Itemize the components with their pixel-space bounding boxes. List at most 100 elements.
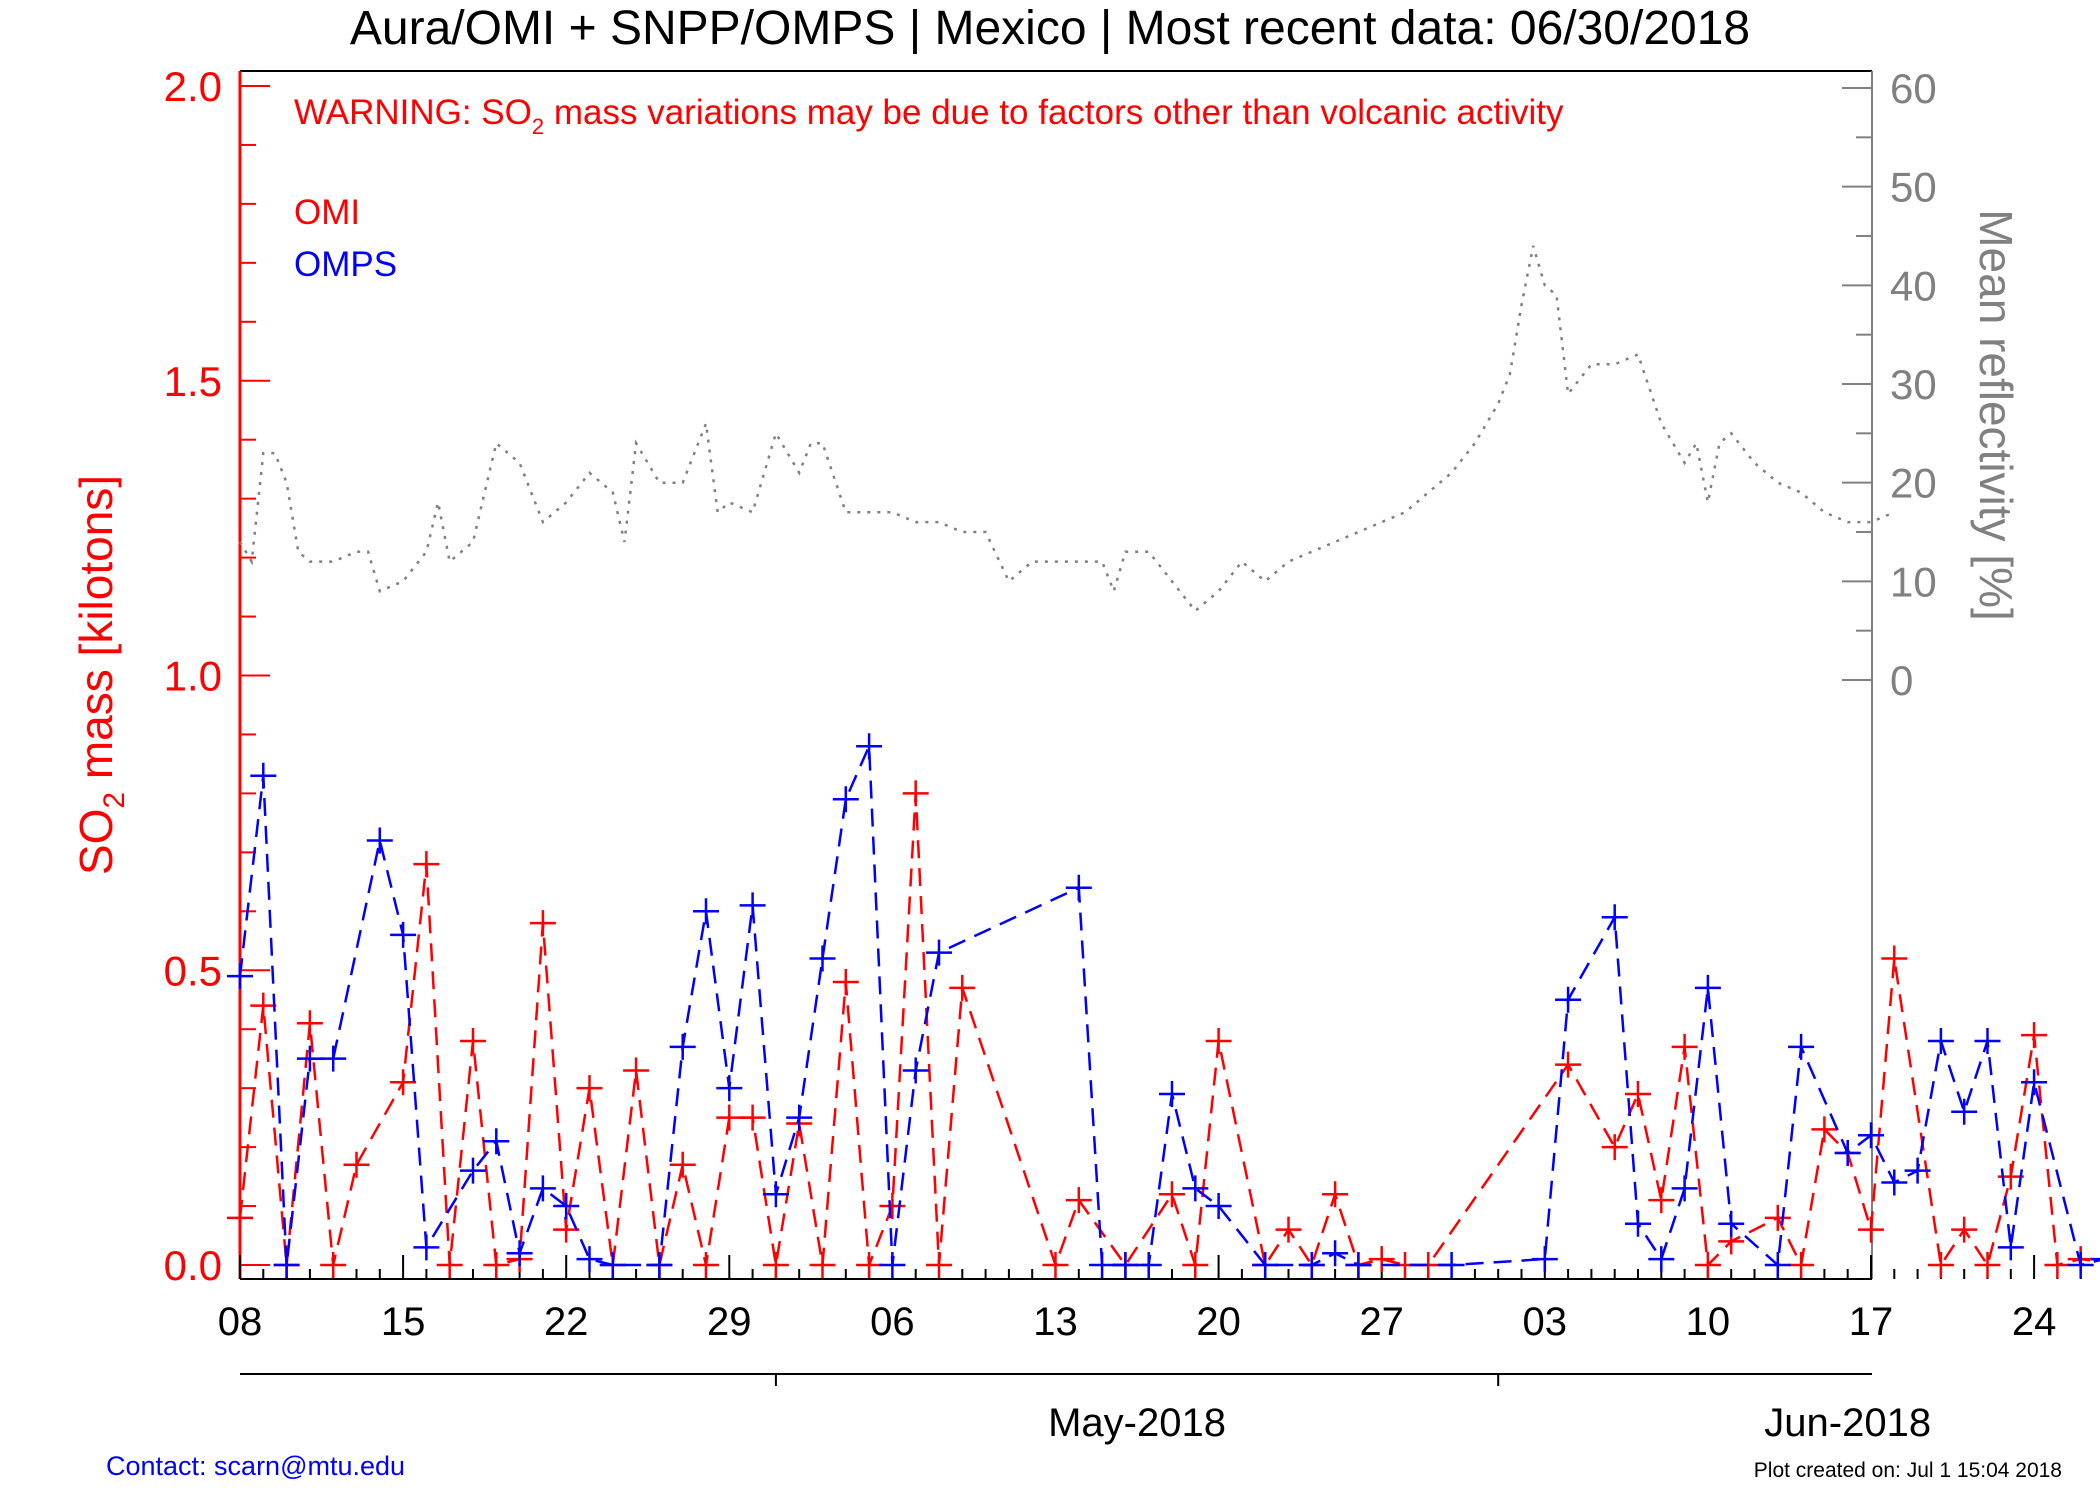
omps-point [1997, 1234, 2024, 1261]
omi-point [1648, 1187, 1675, 1214]
omi-point [949, 974, 976, 1001]
omps-point [716, 1075, 743, 1102]
right-tick-label: 30 [1890, 361, 1937, 408]
omps-point [1159, 1081, 1185, 1108]
omi-point [832, 969, 859, 996]
omi-point [926, 1252, 952, 1278]
omi-point [436, 1252, 463, 1278]
omps-point [1834, 1139, 1861, 1166]
omps-point [1555, 986, 1582, 1013]
omi-point [879, 1193, 906, 1220]
omps-point [1764, 1252, 1791, 1278]
x-tick-label: 17 [1849, 1300, 1894, 1344]
omps-point [273, 1252, 300, 1278]
omps-point [1671, 1175, 1698, 1202]
month-label: Jun-2018 [1764, 1401, 1931, 1445]
reflectivity-line [238, 245, 1895, 613]
omi-point [1625, 1081, 1651, 1108]
left-tick-label: 0.0 [164, 1242, 222, 1289]
omps-point [296, 1045, 323, 1072]
omps-point [1252, 1252, 1279, 1278]
left-tick-label: 2.0 [164, 63, 222, 110]
omi-point [669, 1151, 696, 1178]
omps-point [1718, 1210, 1745, 1237]
left-axis-label: SO2 mass [kilotons] [70, 475, 131, 875]
omps-point [1951, 1098, 1978, 1125]
right-axis: 0 10 20 30 40 50 60 [1842, 65, 1937, 704]
omps-point [576, 1246, 603, 1273]
x-tick-label: 27 [1359, 1300, 1404, 1344]
omps-point [902, 1057, 929, 1084]
omps-point [809, 945, 836, 972]
omps-point [1205, 1193, 1232, 1220]
omps-point [1298, 1252, 1325, 1278]
omps-point [2091, 1257, 2100, 1261]
omps-point [1788, 1033, 1815, 1060]
omi-point [227, 1204, 253, 1231]
omps-point [529, 1175, 556, 1202]
omps-point [926, 939, 952, 966]
x-tick-label: 08 [218, 1300, 263, 1344]
omi-point [529, 910, 556, 937]
omps-point [1065, 874, 1092, 901]
omi-point [1788, 1252, 1815, 1278]
x-tick-label: 06 [870, 1300, 915, 1344]
omps-point [739, 892, 766, 919]
left-axis: 0.0 0.5 1.0 1.5 2.0 [164, 63, 270, 1289]
legend-omps: OMPS [294, 245, 397, 284]
omps-point [1438, 1252, 1465, 1278]
omi-point [390, 1069, 417, 1096]
right-tick-label: 10 [1890, 558, 1937, 605]
right-axis-label: Mean reflectivity [%] [1970, 209, 2022, 621]
omi-point [1974, 1252, 2001, 1278]
omi-point [483, 1252, 510, 1278]
omi-point [1205, 1027, 1232, 1054]
omps-point [2067, 1252, 2094, 1278]
omps-point [646, 1252, 673, 1278]
omi-point [343, 1151, 370, 1178]
omi-point [2021, 1022, 2048, 1049]
left-tick-label: 0.5 [164, 947, 222, 994]
omps-point [1089, 1252, 1116, 1278]
left-tick-label: 1.0 [164, 653, 222, 700]
omi-point [1764, 1204, 1791, 1231]
omi-point [250, 992, 277, 1019]
x-tick-label: 29 [707, 1300, 752, 1344]
omi-point [1555, 1051, 1582, 1078]
omi-point [1858, 1216, 1884, 1243]
omps-point [1322, 1240, 1349, 1267]
omi-point [553, 1216, 580, 1243]
omps-line [238, 745, 2100, 1268]
omi-point [1065, 1187, 1092, 1214]
x-tick-label: 22 [544, 1300, 589, 1344]
plot-frame [238, 70, 1873, 1280]
omps-point [1694, 974, 1721, 1001]
omps-point [1625, 1210, 1651, 1237]
month-label: May-2018 [1048, 1401, 1226, 1445]
x-tick-label: 10 [1686, 1300, 1731, 1344]
series-layer [227, 245, 2100, 1278]
right-tick-label: 40 [1890, 262, 1937, 309]
omi-point [716, 1104, 743, 1131]
omi-point [1811, 1116, 1838, 1143]
omi-point [809, 1252, 836, 1278]
omps-point [460, 1157, 486, 1184]
omps-point [506, 1240, 533, 1267]
chart-title: Aura/OMI + SNPP/OMPS | Mexico | Most rec… [350, 2, 1750, 55]
x-tick-label: 24 [2012, 1300, 2057, 1344]
omps-point [390, 921, 417, 948]
x-axis: 0815222906132027031017240108May-2018Jun-… [218, 1255, 2082, 1445]
omi-point [1182, 1252, 1209, 1278]
omi-point [1951, 1216, 1978, 1243]
omi-point [320, 1252, 347, 1278]
omps-point [1927, 1027, 1954, 1054]
omps-point [879, 1252, 906, 1278]
omps-point [1858, 1122, 1884, 1149]
omi-point [1322, 1181, 1349, 1208]
omps-point [669, 1033, 696, 1060]
omps-point [1881, 1169, 1908, 1196]
omps-point [250, 762, 277, 789]
omi-point [460, 1027, 486, 1054]
omps-point [553, 1193, 580, 1220]
